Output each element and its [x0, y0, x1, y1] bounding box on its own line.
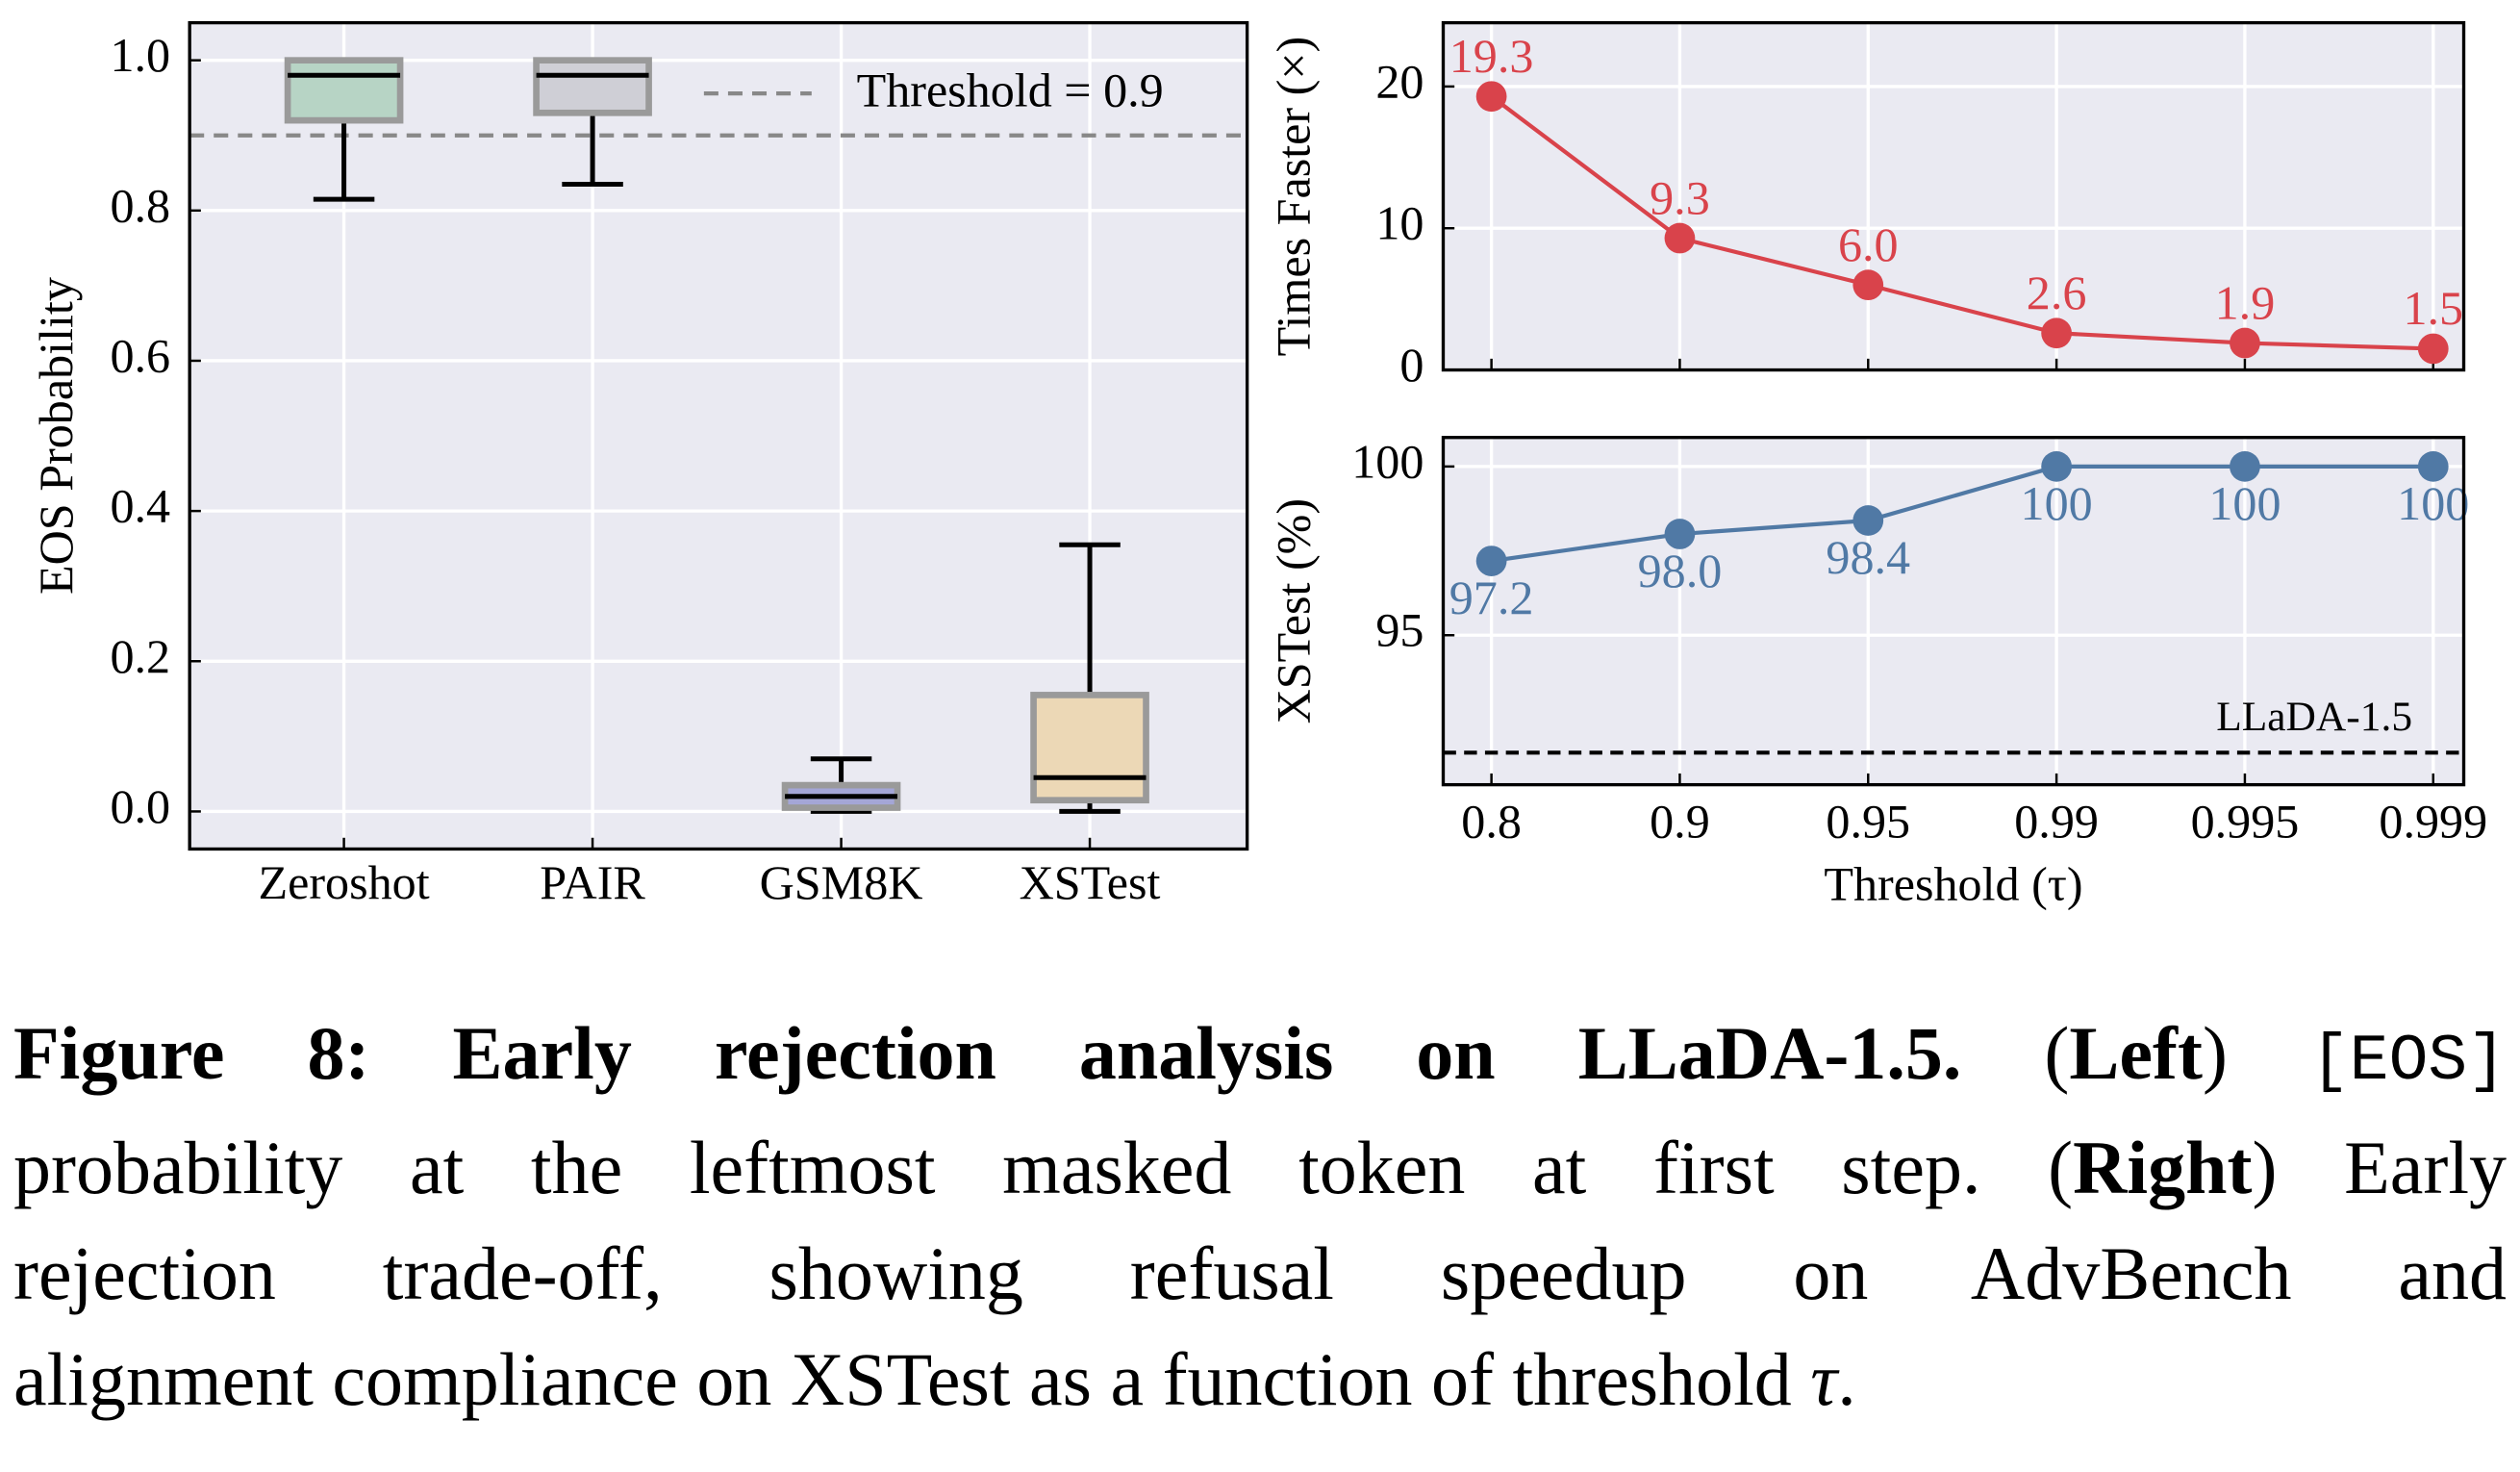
data-label: 98.0	[1638, 544, 1723, 597]
legend-label: Threshold = 0.9	[857, 63, 1164, 116]
data-label: 100	[2021, 476, 2093, 530]
caption-text: τ	[1810, 1337, 1838, 1421]
y-tick-label: 10	[1375, 196, 1424, 250]
series-line	[1490, 94, 2433, 351]
x-tick-label: 0.999	[2379, 795, 2487, 849]
data-point	[2041, 451, 2072, 482]
y-tick-label: 100	[1351, 434, 1424, 488]
series-line	[1491, 464, 2433, 564]
y-tick-label: 0.6	[110, 328, 170, 382]
data-point	[1664, 222, 1696, 254]
x-axis-label: Threshold (τ)	[1824, 857, 2082, 911]
plot-frame	[188, 20, 1249, 851]
caption-line: Figure 8: Early rejection analysis on LL…	[13, 1001, 2507, 1115]
y-tick-label: 0.4	[110, 479, 170, 533]
y-tick-label: 20	[1375, 54, 1424, 108]
x-tick-label: 0.99	[2014, 795, 2099, 849]
reference-label: LLaDA-1.5	[2216, 694, 2412, 740]
data-label: 1.5	[2403, 281, 2463, 335]
box	[284, 57, 404, 124]
data-point	[2417, 333, 2449, 365]
plot-background	[1443, 22, 2464, 370]
y-tick-label: 0.0	[110, 779, 170, 833]
caption-text: [EOS]	[2309, 1025, 2507, 1099]
caption-text: Right	[2073, 1126, 2253, 1209]
plot-frame	[1441, 20, 2466, 372]
x-tick-label: XSTest	[1020, 855, 1161, 909]
y-tick-label: 0.8	[110, 178, 170, 232]
data-point	[1664, 519, 1696, 549]
data-point	[2041, 317, 2072, 349]
data-label: 100	[2397, 476, 2469, 530]
data-point	[2230, 327, 2260, 359]
caption-text: Left	[2069, 1011, 2203, 1095]
data-label: 2.6	[2027, 266, 2087, 319]
data-label: 1.9	[2215, 275, 2276, 329]
box	[1030, 692, 1149, 804]
x-tick-label: PAIR	[540, 855, 645, 909]
x-tick-label: Zeroshot	[259, 855, 430, 909]
y-axis-label: EOS Probability	[29, 277, 83, 595]
y-tick-label: 0.2	[110, 629, 170, 683]
y-tick-label: 1.0	[110, 28, 170, 82]
y-tick-label: 0	[1399, 338, 1424, 392]
caption-text: (	[1961, 1011, 2070, 1095]
caption-text: alignment compliance on XSTest as a func…	[13, 1337, 1811, 1421]
data-point	[2417, 451, 2449, 482]
caption-text: Figure 8: Early rejection analysis on LL…	[13, 1011, 1962, 1095]
x-tick-label: 0.995	[2191, 795, 2300, 849]
data-point	[1475, 81, 1507, 113]
caption: Figure 8: Early rejection analysis on LL…	[13, 1001, 2507, 1433]
caption-text: probability at the leftmost masked token…	[13, 1126, 2074, 1209]
x-tick-label: 0.95	[1826, 795, 1910, 849]
data-point	[1475, 546, 1507, 576]
data-label: 97.2	[1449, 571, 1534, 624]
data-label: 98.4	[1826, 530, 1910, 584]
caption-line: alignment compliance on XSTest as a func…	[13, 1327, 2507, 1433]
data-label: 19.3	[1449, 29, 1534, 83]
box	[533, 57, 652, 116]
caption-text: rejection trade-off, showing refusal spe…	[13, 1231, 2507, 1315]
y-axis-label: Times Faster (×)	[1267, 37, 1321, 357]
data-point	[1852, 269, 1884, 301]
data-point	[1852, 505, 1884, 536]
plot-frame	[1441, 436, 2466, 787]
x-tick-label: 0.9	[1650, 795, 1710, 849]
data-label: 9.3	[1650, 170, 1710, 224]
caption-line: probability at the leftmost masked token…	[13, 1115, 2507, 1221]
data-label: 100	[2208, 476, 2281, 530]
chart-figure: 0.0 0.2 0.4 0.6 0.8 1.0 EOS Probability Zerosho…	[29, 20, 2487, 911]
data-point	[2230, 451, 2260, 482]
caption-text: ) Early	[2252, 1126, 2507, 1209]
caption-line: rejection trade-off, showing refusal spe…	[13, 1221, 2507, 1327]
caption-text: )	[2202, 1011, 2310, 1095]
data-label: 6.0	[1838, 217, 1899, 271]
x-tick-label: GSM8K	[760, 855, 923, 909]
caption-text: .	[1837, 1337, 1856, 1421]
x-tick-label: 0.8	[1461, 795, 1522, 849]
y-axis-label: XSTest (%)	[1267, 498, 1321, 723]
y-tick-label: 95	[1375, 603, 1424, 657]
